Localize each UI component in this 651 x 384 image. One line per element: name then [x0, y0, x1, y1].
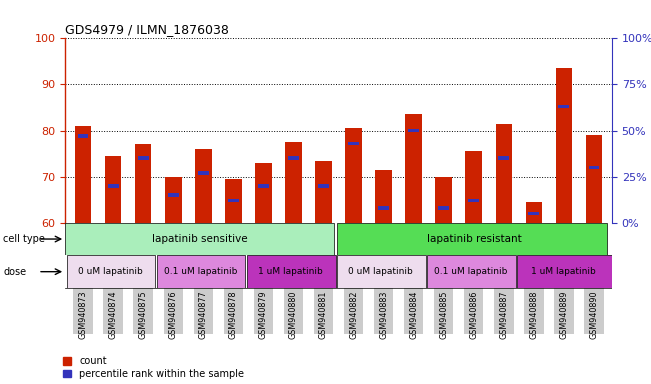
Bar — [225, 179, 242, 223]
Text: GSM940889: GSM940889 — [559, 290, 568, 339]
Text: GSM940875: GSM940875 — [139, 290, 148, 339]
Bar — [345, 128, 362, 223]
Text: 0 uM lapatinib: 0 uM lapatinib — [77, 267, 143, 276]
Text: GSM940873: GSM940873 — [79, 290, 88, 339]
Bar — [376, 170, 392, 223]
Bar — [104, 288, 123, 334]
Text: GSM940884: GSM940884 — [409, 290, 418, 339]
Text: 1 uM lapatinib: 1 uM lapatinib — [531, 267, 596, 276]
Bar — [108, 184, 118, 188]
Text: 0 uM lapatinib: 0 uM lapatinib — [348, 267, 413, 276]
Bar — [337, 223, 607, 255]
Text: lapatinib resistant: lapatinib resistant — [427, 234, 522, 244]
Bar — [254, 288, 273, 334]
Text: GSM940887: GSM940887 — [499, 290, 508, 339]
Bar — [285, 142, 301, 223]
Bar — [105, 156, 122, 223]
Bar — [518, 255, 612, 288]
Text: GSM940874: GSM940874 — [109, 290, 118, 339]
Bar — [348, 142, 359, 145]
Text: GSM940877: GSM940877 — [199, 290, 208, 339]
Bar — [586, 135, 602, 223]
Text: cell type: cell type — [3, 234, 45, 244]
Bar — [525, 202, 542, 223]
Bar — [255, 163, 271, 223]
Legend: count, percentile rank within the sample: count, percentile rank within the sample — [63, 356, 244, 379]
Text: GSM940880: GSM940880 — [289, 290, 298, 339]
Bar — [499, 156, 509, 160]
Bar — [378, 206, 389, 210]
Bar — [344, 288, 363, 334]
Bar — [195, 149, 212, 223]
Bar — [584, 288, 603, 334]
Bar — [438, 206, 449, 210]
Bar — [168, 193, 178, 197]
Bar — [554, 288, 574, 334]
Bar — [436, 177, 452, 223]
Text: 1 uM lapatinib: 1 uM lapatinib — [258, 267, 323, 276]
Bar — [284, 288, 303, 334]
Bar — [374, 288, 393, 334]
Bar — [77, 134, 89, 138]
Text: GSM940883: GSM940883 — [379, 290, 388, 339]
Text: GSM940885: GSM940885 — [439, 290, 448, 339]
Bar — [223, 288, 243, 334]
Text: GSM940890: GSM940890 — [589, 290, 598, 339]
Bar — [529, 212, 539, 215]
Text: GSM940888: GSM940888 — [529, 290, 538, 339]
Bar — [157, 255, 245, 288]
Bar — [165, 177, 182, 223]
Bar — [589, 166, 600, 169]
Bar — [65, 223, 334, 255]
Bar — [138, 156, 148, 160]
Text: GSM940882: GSM940882 — [349, 290, 358, 339]
Text: GSM940879: GSM940879 — [259, 290, 268, 339]
Bar — [315, 161, 332, 223]
Bar — [163, 288, 183, 334]
Bar — [337, 255, 426, 288]
Bar — [465, 151, 482, 223]
Bar — [75, 126, 91, 223]
Text: 0.1 uM lapatinib: 0.1 uM lapatinib — [434, 267, 507, 276]
Bar — [198, 171, 209, 175]
Bar — [228, 199, 239, 202]
Bar — [66, 255, 155, 288]
Bar — [464, 288, 484, 334]
Text: lapatinib sensitive: lapatinib sensitive — [152, 234, 248, 244]
Bar — [559, 105, 569, 108]
Bar — [135, 144, 152, 223]
Text: GSM940876: GSM940876 — [169, 290, 178, 339]
Text: GSM940886: GSM940886 — [469, 290, 478, 339]
Bar — [524, 288, 544, 334]
Bar — [258, 184, 269, 188]
Bar — [406, 114, 422, 223]
Bar — [494, 288, 514, 334]
Bar — [247, 255, 335, 288]
Bar — [555, 68, 572, 223]
Text: GDS4979 / ILMN_1876038: GDS4979 / ILMN_1876038 — [65, 23, 229, 36]
Bar — [193, 288, 213, 334]
Bar — [427, 255, 516, 288]
Bar — [495, 124, 512, 223]
Bar — [314, 288, 333, 334]
Text: GSM940878: GSM940878 — [229, 290, 238, 339]
Text: 0.1 uM lapatinib: 0.1 uM lapatinib — [163, 267, 237, 276]
Bar — [133, 288, 153, 334]
Bar — [318, 184, 329, 188]
Bar — [74, 288, 93, 334]
Bar — [408, 129, 419, 132]
Bar — [288, 156, 299, 160]
Text: GSM940881: GSM940881 — [319, 290, 328, 339]
Bar — [404, 288, 423, 334]
Text: dose: dose — [3, 266, 27, 277]
Bar — [468, 199, 479, 202]
Bar — [434, 288, 454, 334]
